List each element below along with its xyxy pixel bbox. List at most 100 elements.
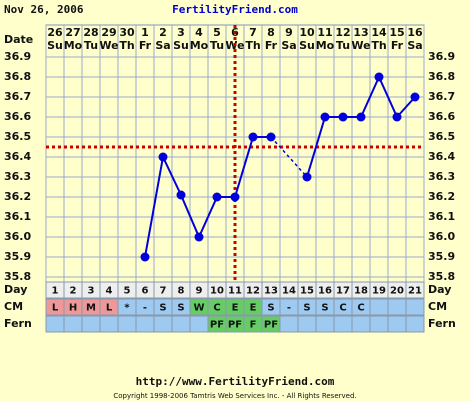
date-label: 26 xyxy=(47,26,63,39)
y-tick-label-right: 36.2 xyxy=(428,190,455,203)
weekday-label: Tu xyxy=(84,39,98,52)
temperature-point xyxy=(140,252,150,262)
cm-cell-label: E xyxy=(250,303,257,314)
y-tick-label-right: 35.8 xyxy=(428,270,455,283)
y-tick-label: 36.5 xyxy=(4,130,31,143)
date-label: 10 xyxy=(299,26,315,39)
weekday-label: Th xyxy=(119,39,134,52)
categories-cell-label: 9 xyxy=(196,286,203,297)
categories-cell-label: 12 xyxy=(246,286,260,297)
categories-cell-label: 2 xyxy=(70,286,77,297)
cm-row-label-right: CM xyxy=(428,300,447,313)
categories-cell-label: 15 xyxy=(300,286,314,297)
date-label: Date xyxy=(4,33,33,46)
temperature-point xyxy=(176,190,186,200)
date-label: 1 xyxy=(141,26,149,39)
cm-cell-label: S xyxy=(267,303,274,314)
categories-cell-label: 13 xyxy=(264,286,278,297)
cm-cell-label: S xyxy=(303,303,310,314)
fern-cell xyxy=(279,315,299,333)
date-label: 14 xyxy=(371,26,387,39)
weekday-label: Th xyxy=(245,39,260,52)
temperature-point xyxy=(302,172,312,182)
date-label: 4 xyxy=(195,26,203,39)
cm-cell-label: M xyxy=(86,303,96,314)
cm-cell-label: * xyxy=(124,303,130,314)
categories-row-label-right: Day xyxy=(428,283,451,296)
temperature-point xyxy=(212,192,222,202)
cm-cell-label: L xyxy=(106,303,113,314)
fern-cell xyxy=(99,315,119,333)
fern-cell xyxy=(351,315,371,333)
cm-cell-label: L xyxy=(52,303,59,314)
chart-date: Nov 26, 2006 xyxy=(4,3,84,16)
weekday-label: Fr xyxy=(265,39,278,52)
y-tick-label: 36.1 xyxy=(4,210,31,223)
fern-cell xyxy=(297,315,317,333)
categories-cell-label: 8 xyxy=(178,286,185,297)
y-tick-label-right: 35.9 xyxy=(428,250,455,263)
y-tick-label-right: 36.4 xyxy=(428,150,455,163)
cm-cell-label: C xyxy=(213,303,220,314)
y-tick-label-right: 36.0 xyxy=(428,230,455,243)
fern-row-label: Fern xyxy=(4,317,32,330)
weekday-label: Tu xyxy=(336,39,350,52)
categories-cell-label: 1 xyxy=(52,286,59,297)
temperature-line xyxy=(144,136,271,258)
y-tick-label: 36.9 xyxy=(4,50,31,63)
y-tick-label-right: 36.6 xyxy=(428,110,455,123)
weekday-label: Th xyxy=(371,39,386,52)
date-label: 2 xyxy=(159,26,167,39)
date-label: 28 xyxy=(83,26,98,39)
date-label: 12 xyxy=(335,26,350,39)
fern-cell xyxy=(153,315,173,333)
weekday-label: Sa xyxy=(155,39,170,52)
plot-area xyxy=(45,24,425,287)
weekday-label: Fr xyxy=(391,39,404,52)
y-tick-label: 35.9 xyxy=(4,250,31,263)
cm-cell-label: C xyxy=(357,303,364,314)
temperature-point xyxy=(266,132,276,142)
categories-cell-label: 18 xyxy=(354,286,368,297)
date-label: 30 xyxy=(119,26,135,39)
y-tick-label: 36.3 xyxy=(4,170,31,183)
cm-cell-label: C xyxy=(339,303,346,314)
fern-cell-label: PF xyxy=(210,320,224,331)
fern-row-label-right: Fern xyxy=(428,317,456,330)
fern-cell xyxy=(117,315,137,333)
categories-cell-label: 20 xyxy=(390,286,404,297)
date-label: 16 xyxy=(407,26,423,39)
date-label: 7 xyxy=(249,26,257,39)
fern-cell xyxy=(81,315,101,333)
cm-cell-label: S xyxy=(159,303,166,314)
cm-cell xyxy=(387,298,407,316)
date-label: 15 xyxy=(389,26,404,39)
date-label: 9 xyxy=(285,26,293,39)
categories-cell-label: 6 xyxy=(142,286,149,297)
fern-cell xyxy=(405,315,425,333)
date-label: 5 xyxy=(213,26,221,39)
categories-cell-label: 11 xyxy=(228,286,242,297)
categories-cell-label: 10 xyxy=(210,286,224,297)
date-label: 8 xyxy=(267,26,275,39)
weekday-label: Mo xyxy=(316,39,335,52)
y-tick-label-right: 36.7 xyxy=(428,90,455,103)
site-title: FertilityFriend.com xyxy=(172,3,298,16)
date-label: 13 xyxy=(353,26,368,39)
cm-cell-label: H xyxy=(69,303,77,314)
cm-cell-label: S xyxy=(177,303,184,314)
categories-cell-label: 16 xyxy=(318,286,332,297)
weekday-label: We xyxy=(99,39,118,52)
weekday-label: Sa xyxy=(407,39,422,52)
categories-cell-label: 19 xyxy=(372,286,386,297)
categories-cell xyxy=(405,281,425,299)
y-tick-label: 36.2 xyxy=(4,190,31,203)
date-label: 3 xyxy=(177,26,185,39)
categories-row-label: Day xyxy=(4,283,27,296)
fern-cell-label: PF xyxy=(264,320,278,331)
categories-cell-label: 21 xyxy=(408,286,422,297)
categories-cell-label: 17 xyxy=(336,286,350,297)
fern-cell xyxy=(315,315,335,333)
y-tick-label-right: 36.3 xyxy=(428,170,455,183)
